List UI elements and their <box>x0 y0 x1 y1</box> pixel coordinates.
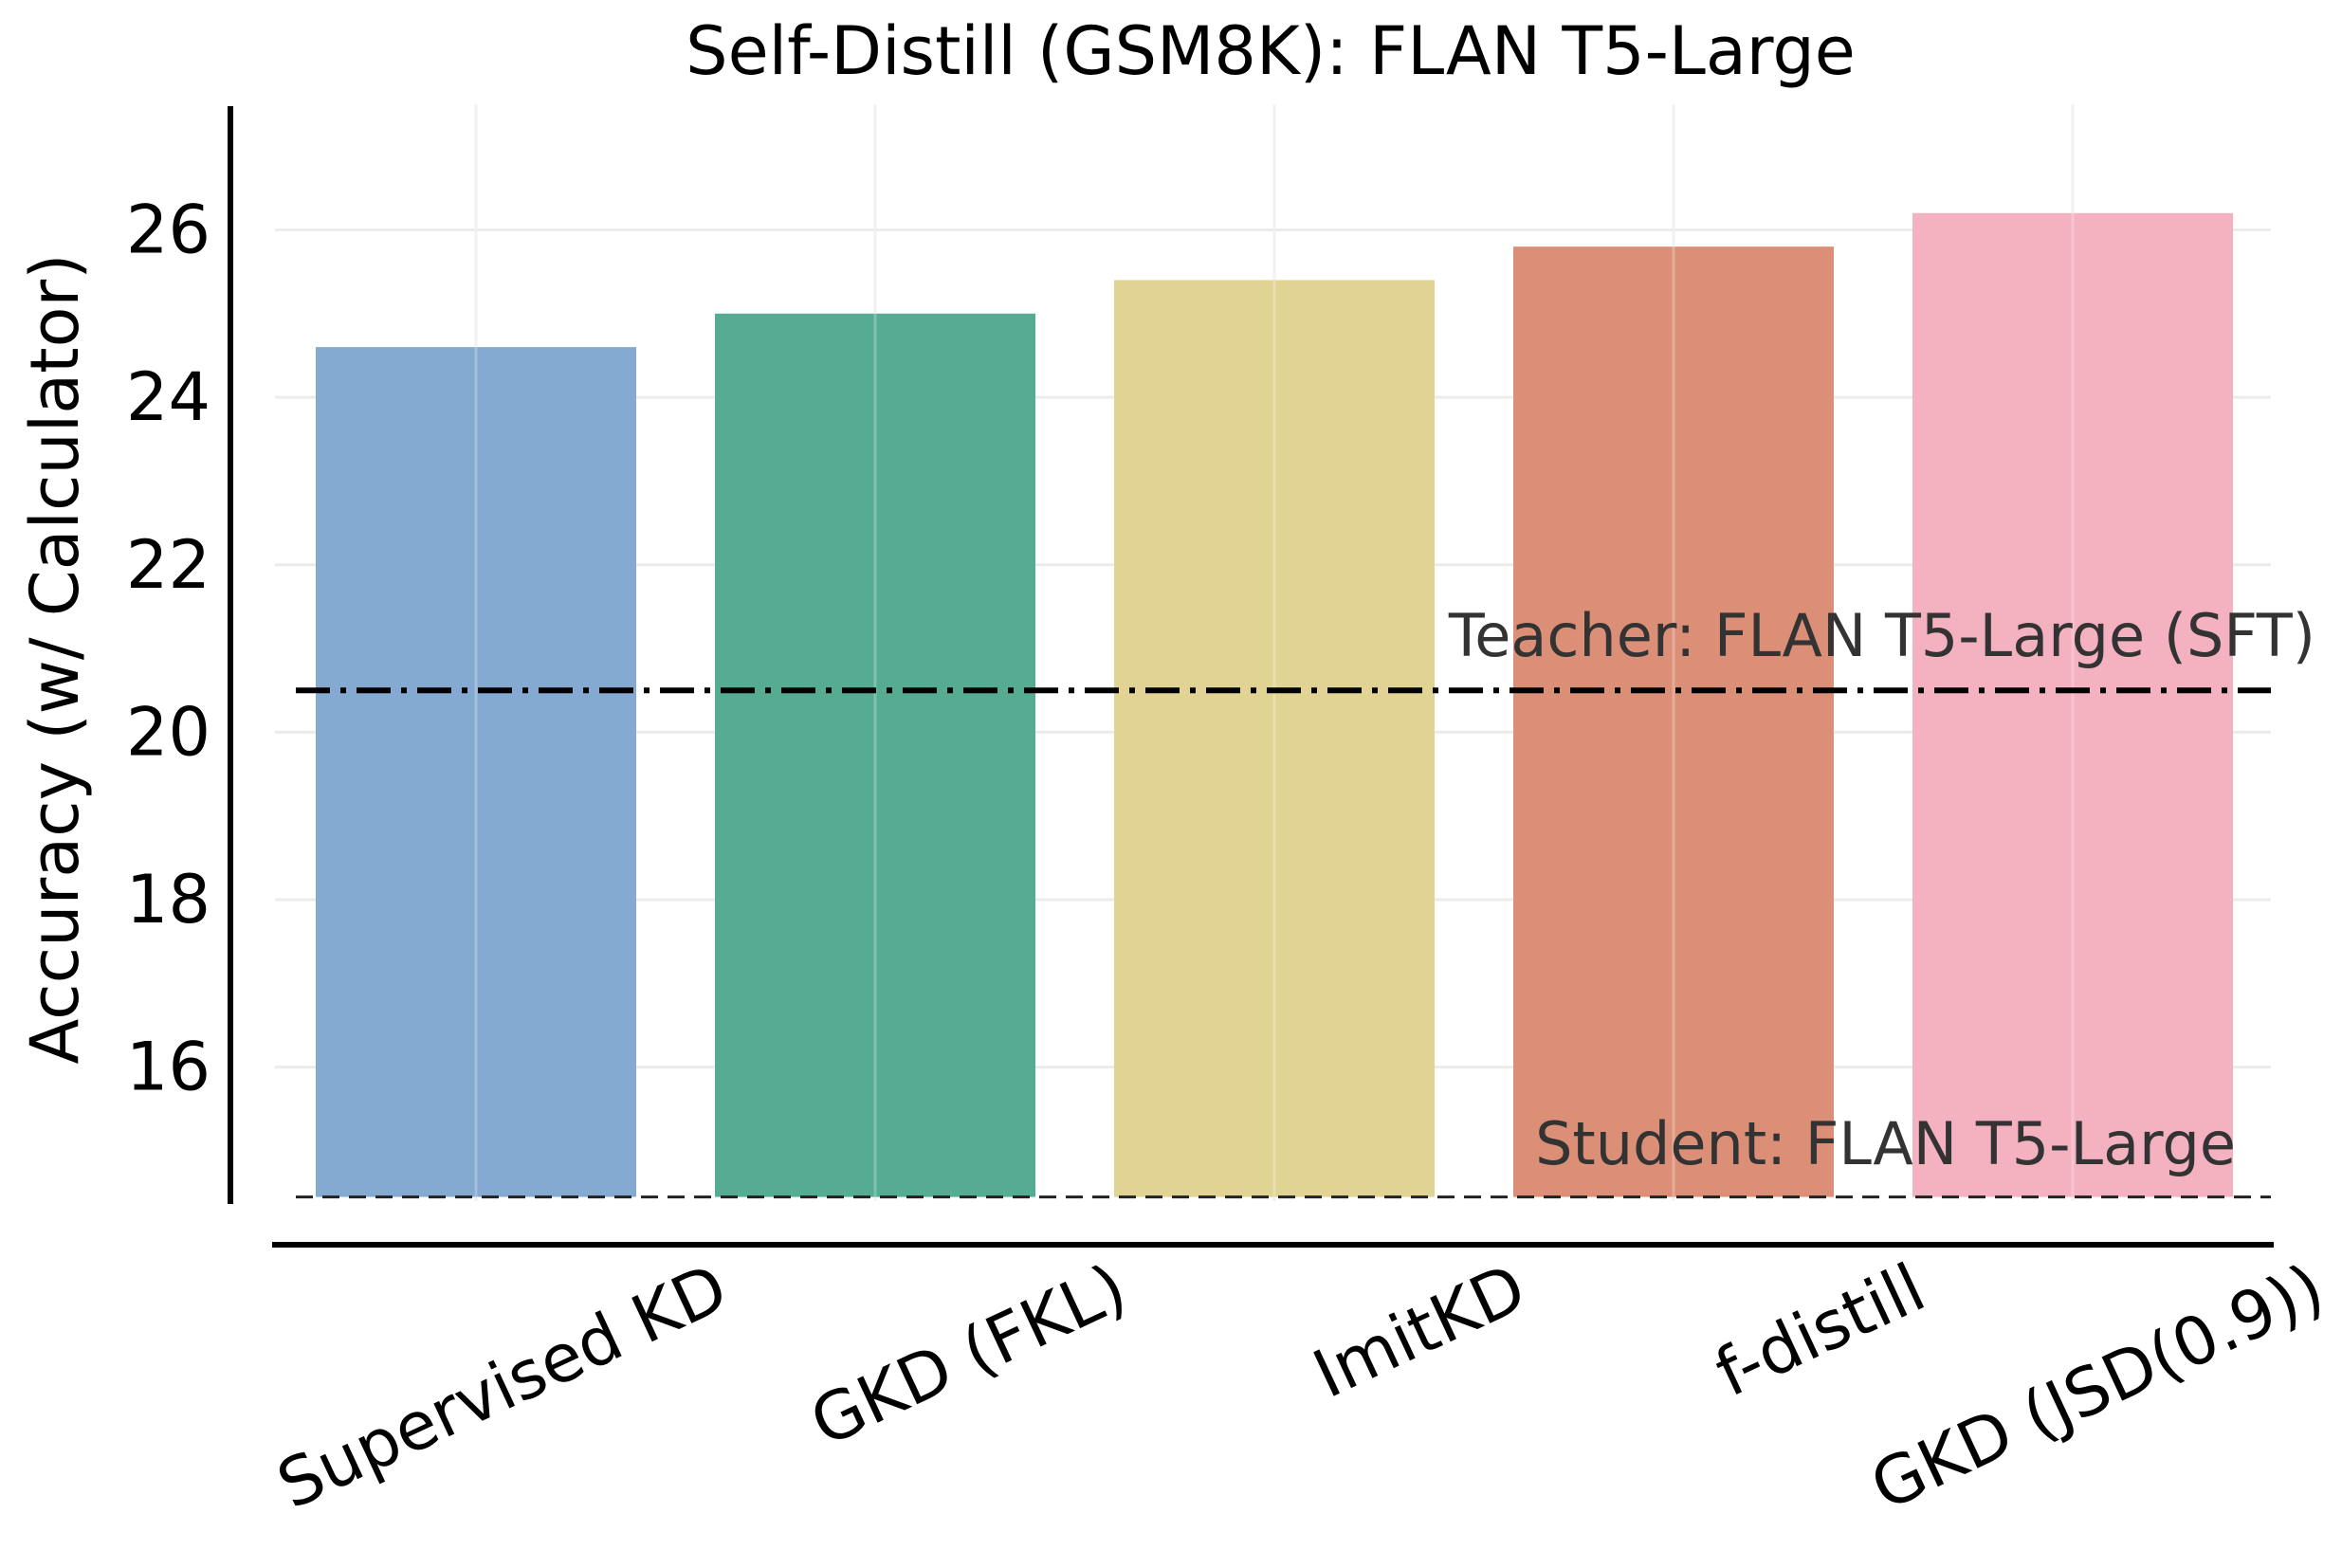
y-tick-label: 20 <box>126 693 210 771</box>
y-tick-label: 16 <box>126 1029 210 1106</box>
reference-lines: Teacher: FLAN T5-Large (SFT) Student: FLA… <box>296 601 2315 1199</box>
bar <box>715 313 1035 1197</box>
chart-title: Self-Distill (GSM8K): FLAN T5-Large <box>686 12 1856 90</box>
teacher-reference-label: Teacher: FLAN T5-Large (SFT) <box>1448 601 2315 670</box>
bars <box>316 104 2233 1201</box>
bar <box>1114 280 1435 1197</box>
y-tick-label: 22 <box>126 526 210 604</box>
axes <box>228 106 2274 1248</box>
y-axis-label: Accuracy (w/ Calculator) <box>16 253 94 1064</box>
y-tick-label: 26 <box>126 191 210 268</box>
student-reference-label: Student: FLAN T5-Large <box>1535 1109 2236 1178</box>
bar <box>316 347 636 1197</box>
y-tick-label: 18 <box>126 861 210 939</box>
bar <box>1912 212 2233 1197</box>
y-tick-labels: 16 18 20 22 24 26 <box>126 191 210 1105</box>
bar <box>1513 246 1834 1197</box>
y-tick-label: 24 <box>126 358 210 436</box>
